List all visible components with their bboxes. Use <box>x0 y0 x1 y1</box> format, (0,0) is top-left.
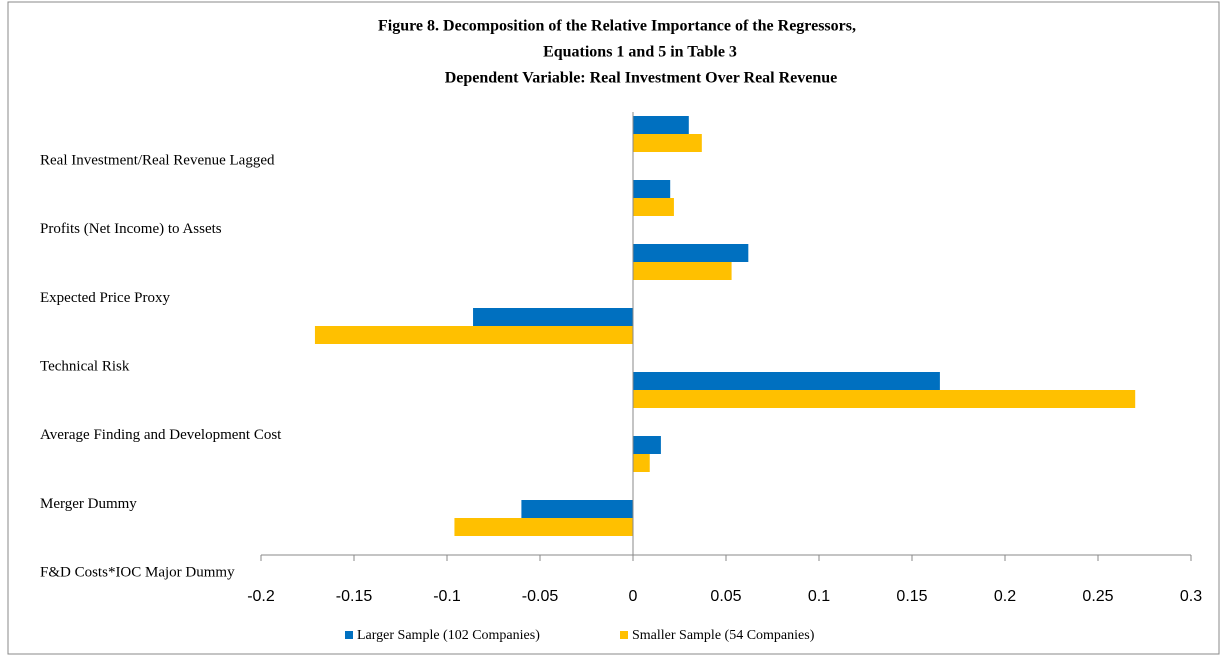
x-tick-label: 0.2 <box>994 588 1016 605</box>
x-tick-label: -0.1 <box>433 588 461 605</box>
chart-title: Dependent Variable: Real Investment Over… <box>445 70 838 87</box>
x-tick-label: -0.05 <box>522 588 559 605</box>
bar <box>633 244 749 262</box>
x-tick-label: 0.1 <box>808 588 830 605</box>
x-tick-label: 0.05 <box>710 588 741 605</box>
legend-swatch <box>345 631 353 639</box>
category-label: Real Investment/Real Revenue Lagged <box>40 152 275 168</box>
x-tick-label: -0.2 <box>247 588 275 605</box>
category-label: F&D Costs*IOC Major Dummy <box>40 565 235 581</box>
bar <box>314 326 633 344</box>
bar <box>633 116 689 134</box>
legend-label: Smaller Sample (54 Companies) <box>632 628 815 643</box>
bar <box>633 198 674 216</box>
chart-title: Equations 1 and 5 in Table 3 <box>543 44 737 61</box>
bar <box>473 308 633 326</box>
x-tick-label: 0.3 <box>1180 588 1202 605</box>
bar <box>633 454 650 472</box>
category-label: Profits (Net Income) to Assets <box>40 221 222 237</box>
x-tick-label: 0.15 <box>896 588 927 605</box>
bar <box>633 436 661 454</box>
bar <box>633 262 732 280</box>
category-label: Merger Dummy <box>40 496 137 512</box>
category-label: Expected Price Proxy <box>40 290 170 306</box>
bar <box>633 134 702 152</box>
bar <box>633 390 1136 408</box>
legend-label: Larger Sample (102 Companies) <box>357 628 540 643</box>
x-tick-label: -0.15 <box>336 588 373 605</box>
legend-swatch <box>620 631 628 639</box>
category-label: Average Finding and Development Cost <box>40 427 282 443</box>
x-tick-label: 0 <box>629 588 638 605</box>
bar <box>521 500 633 518</box>
chart-title: Figure 8. Decomposition of the Relative … <box>378 18 856 35</box>
bar <box>454 518 633 536</box>
x-tick-label: 0.25 <box>1082 588 1113 605</box>
bar <box>633 180 671 198</box>
bar <box>633 372 940 390</box>
category-label: Technical Risk <box>40 359 130 375</box>
